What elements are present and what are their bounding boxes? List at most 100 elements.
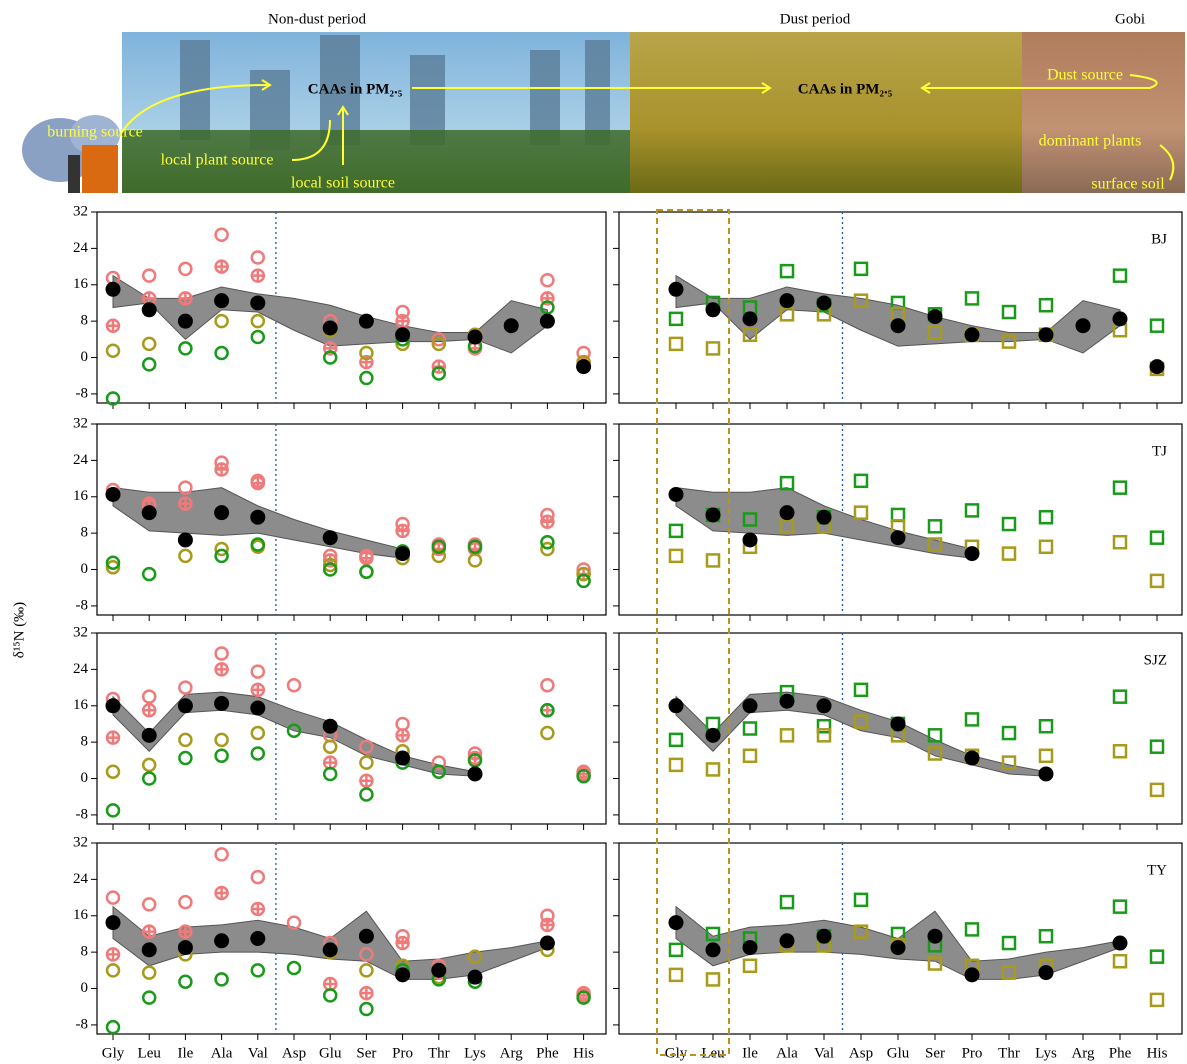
point bbox=[431, 755, 447, 770]
y-tick-label: 8 bbox=[81, 734, 89, 750]
point bbox=[779, 933, 795, 949]
point bbox=[359, 345, 374, 361]
point bbox=[141, 897, 157, 912]
x-tick-label: Pro bbox=[962, 1045, 983, 1061]
point bbox=[1149, 318, 1165, 333]
point bbox=[1038, 748, 1054, 764]
x-tick-label: Pro bbox=[392, 1045, 413, 1061]
point bbox=[668, 757, 684, 773]
point bbox=[816, 698, 832, 714]
point bbox=[214, 345, 229, 361]
source-label: dominant plants bbox=[1039, 133, 1142, 150]
x-tick-label: Thr bbox=[998, 1045, 1020, 1061]
photo-gobi bbox=[1022, 32, 1185, 193]
point bbox=[359, 947, 374, 962]
point bbox=[178, 548, 193, 564]
point bbox=[105, 1019, 121, 1035]
y-tick-label: 32 bbox=[73, 203, 88, 219]
x-tick-label: Lys bbox=[1035, 1045, 1057, 1061]
point bbox=[286, 915, 302, 930]
point bbox=[431, 332, 447, 347]
point bbox=[467, 539, 483, 555]
point bbox=[1038, 766, 1054, 782]
point bbox=[540, 514, 555, 530]
point bbox=[1001, 334, 1017, 349]
point bbox=[1149, 573, 1165, 589]
point bbox=[395, 935, 410, 951]
source-label: local soil source bbox=[291, 175, 395, 192]
point bbox=[250, 475, 266, 491]
point bbox=[964, 291, 980, 306]
point bbox=[467, 949, 483, 964]
point bbox=[250, 746, 266, 761]
plot-frame bbox=[618, 423, 1183, 616]
point bbox=[853, 473, 869, 489]
point bbox=[322, 739, 338, 754]
point bbox=[141, 336, 157, 352]
point bbox=[250, 725, 266, 741]
point bbox=[1112, 743, 1128, 759]
y-tick-label: 16 bbox=[73, 276, 89, 292]
y-tick-label: 0 bbox=[81, 980, 89, 996]
point bbox=[214, 541, 229, 557]
x-tick-label: Ala bbox=[776, 1045, 798, 1061]
point bbox=[105, 915, 121, 931]
range-band bbox=[675, 274, 1121, 354]
point bbox=[359, 985, 374, 1001]
point bbox=[322, 766, 338, 782]
point bbox=[141, 771, 157, 786]
point bbox=[1149, 739, 1165, 754]
point bbox=[250, 931, 266, 946]
point bbox=[1112, 480, 1128, 495]
plots: -8 0 8 16 24 32 -8 0 8 16 24 32 -8 0 8 16 24 32 -8 0 8 16 24 32… bbox=[73, 203, 1183, 1061]
point bbox=[250, 869, 266, 885]
panel-label: SJZ bbox=[1144, 652, 1167, 668]
point bbox=[431, 539, 447, 555]
point bbox=[286, 960, 302, 976]
point bbox=[927, 537, 943, 552]
point bbox=[540, 917, 555, 933]
y-tick-label: 16 bbox=[73, 907, 89, 923]
caa-label: CAAs in PM₂.₅ bbox=[308, 81, 403, 97]
point bbox=[322, 976, 338, 992]
point bbox=[964, 750, 980, 766]
point bbox=[1001, 725, 1017, 741]
range-band bbox=[675, 691, 1047, 777]
point bbox=[250, 901, 266, 917]
point bbox=[395, 546, 411, 562]
point bbox=[1038, 509, 1054, 525]
point bbox=[178, 480, 193, 495]
point bbox=[927, 325, 943, 340]
arrows bbox=[119, 74, 1175, 181]
point bbox=[395, 750, 411, 766]
point bbox=[214, 293, 230, 309]
x-tick-label: His bbox=[1147, 1045, 1168, 1061]
point bbox=[322, 562, 338, 577]
point bbox=[742, 748, 758, 764]
source-label: burning source bbox=[47, 124, 143, 141]
point bbox=[250, 250, 266, 265]
point bbox=[1038, 718, 1054, 734]
point bbox=[853, 892, 869, 908]
point bbox=[359, 370, 374, 386]
x-tick-label: Ser bbox=[925, 1045, 945, 1061]
x-tick-label: Thr bbox=[428, 1045, 450, 1061]
point bbox=[395, 523, 410, 539]
point bbox=[359, 773, 374, 789]
point bbox=[105, 890, 121, 905]
point bbox=[359, 787, 374, 802]
point bbox=[1112, 689, 1128, 704]
point bbox=[890, 716, 906, 732]
point bbox=[1149, 359, 1165, 375]
point bbox=[1149, 949, 1165, 964]
plot-frame bbox=[96, 842, 607, 1035]
point bbox=[853, 261, 869, 277]
point bbox=[322, 557, 338, 573]
point bbox=[779, 263, 795, 279]
y-tick-label: 8 bbox=[81, 525, 89, 541]
point bbox=[178, 341, 193, 356]
x-tick-label: Gly bbox=[102, 1045, 125, 1061]
point bbox=[322, 755, 338, 770]
point bbox=[576, 566, 591, 582]
